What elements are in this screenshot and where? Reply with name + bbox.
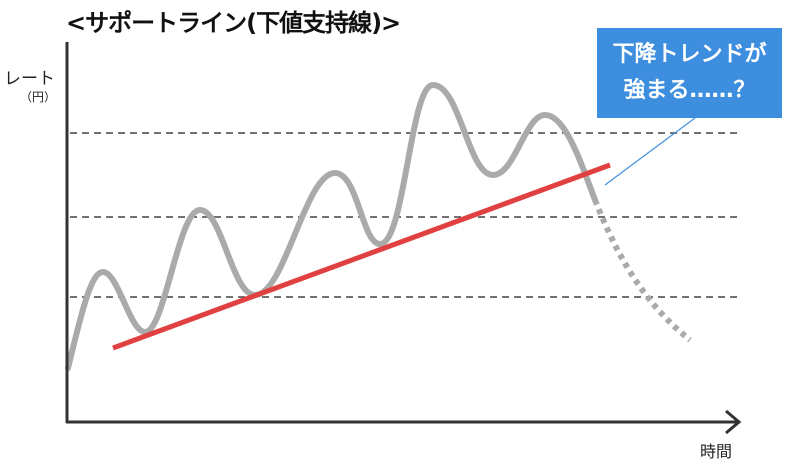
- callout-line-1: 下降トレンドが: [612, 42, 767, 67]
- y-axis-unit: （円）: [20, 90, 57, 104]
- callout-box: 下降トレンドが 強まる……？: [597, 28, 782, 118]
- support-line: [112, 162, 611, 351]
- price-curve: [65, 81, 598, 371]
- y-axis-label: レート: [4, 69, 55, 89]
- horizontal-guides: [70, 132, 742, 298]
- x-axis-label: 時間: [700, 442, 733, 461]
- page-title: <サポートライン(下値支持線)>: [66, 9, 401, 37]
- callout-pointer: [604, 117, 696, 186]
- callout-line-2: 強まる……？: [623, 78, 756, 103]
- x-axis-arrow-icon: [725, 409, 742, 435]
- price-curve-projection: [592, 198, 692, 343]
